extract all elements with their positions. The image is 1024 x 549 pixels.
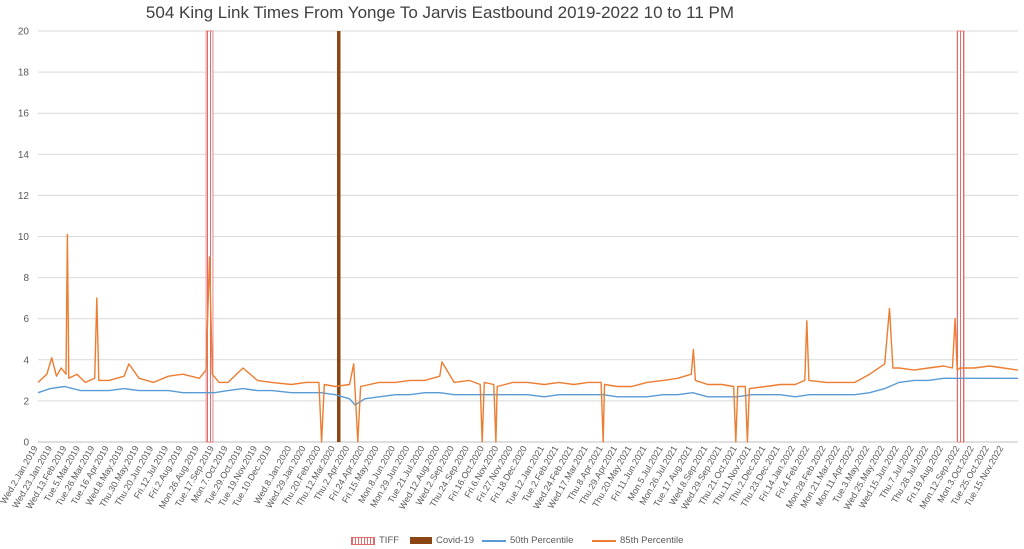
series-lines [37,233,1019,443]
legend-swatch-covid [410,537,432,544]
y-tick-label: 6 [23,314,29,325]
legend-label-covid: Covid-19 [436,535,475,546]
y-axis-ticks: 0 2 4 6 8 10 12 14 16 18 20 [18,27,30,449]
x-axis-ticks: Wed.2.Jan.2019Wed.23.Jan.2019Wed.13.Feb.… [0,444,1005,512]
chart-title: 504 King Link Times From Yonge To Jarvis… [145,3,735,22]
legend: TIFF Covid-19 50th Percentile 85th Perce… [0,535,1024,549]
tiff-band [956,30,965,443]
legend-swatch-p85 [592,539,616,542]
legend-swatch-p50 [482,539,506,542]
y-tick-label: 10 [18,232,30,243]
tiff-band [205,30,214,443]
y-tick-label: 8 [23,273,29,284]
y-tick-label: 12 [18,191,30,202]
series-line-p85 [37,233,1019,443]
legend-label-p50: 50th Percentile [510,535,574,546]
legend-item-p50: 50th Percentile [482,535,573,546]
legend-label-p85: 85th Percentile [620,535,684,546]
y-tick-label: 2 [23,396,29,407]
covid-bar [337,31,341,442]
legend-item-tiff: TIFF [351,535,399,546]
series-line-p50 [37,377,1018,406]
y-tick-label: 4 [23,355,29,366]
legend-label-tiff: TIFF [379,535,400,546]
y-tick-label: 18 [18,68,30,79]
y-tick-label: 20 [18,27,30,38]
legend-swatch-tiff [351,536,375,545]
y-tick-label: 16 [18,109,30,120]
event-bands [205,30,965,443]
chart-plot: 0 2 4 6 8 10 12 14 16 18 20 Wed.2.Jan.2019Wed.23.J… [0,27,1019,512]
legend-item-covid: Covid-19 [410,535,474,546]
y-tick-label: 14 [18,150,30,161]
y-tick-label: 0 [23,438,29,449]
legend-item-p85: 85th Percentile [592,535,683,546]
gridlines [38,30,1018,443]
